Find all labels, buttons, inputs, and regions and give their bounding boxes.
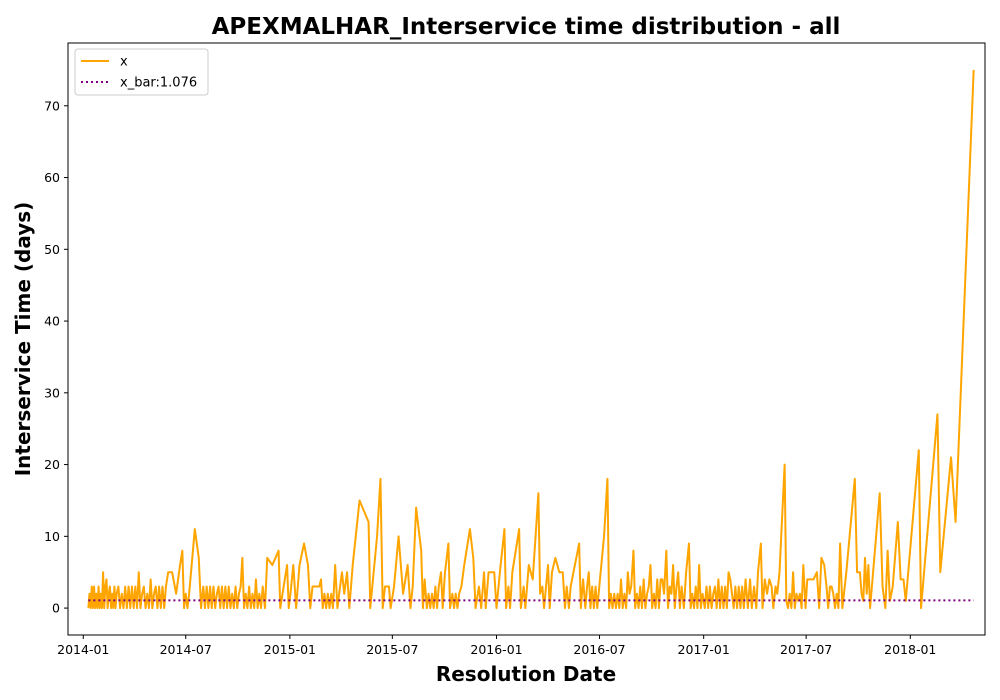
plot-area bbox=[67, 42, 986, 636]
x-tick-label: 2015-01 bbox=[264, 642, 316, 657]
x-tick-label: 2017-01 bbox=[678, 642, 730, 657]
plot-background bbox=[68, 43, 985, 635]
series-line-x bbox=[87, 69, 975, 610]
y-tick-label: 30 bbox=[44, 385, 60, 400]
legend-label-x-bar: x_bar:1.076 bbox=[120, 76, 197, 91]
y-axis-label: Interservice Time (days) bbox=[11, 202, 35, 477]
x-tick-label: 2017-07 bbox=[780, 642, 832, 657]
y-tick-label: 20 bbox=[44, 457, 60, 472]
x-tick-label: 2014-01 bbox=[57, 642, 109, 657]
x-axis: 2014-01 2014-07 2015-01 2015-07 2016-01 2016-… bbox=[57, 635, 936, 657]
chart-title: APEXMALHAR_Interservice time distributio… bbox=[212, 14, 841, 40]
legend-label-x: x bbox=[120, 55, 128, 70]
y-tick-label: 60 bbox=[44, 170, 60, 185]
x-tick-label: 2014-07 bbox=[160, 642, 212, 657]
y-tick-label: 0 bbox=[52, 601, 60, 616]
y-tick-label: 70 bbox=[44, 98, 60, 113]
x-tick-label: 2015-07 bbox=[366, 642, 418, 657]
y-tick-label: 10 bbox=[44, 529, 60, 544]
y-tick-label: 40 bbox=[44, 314, 60, 329]
y-axis: 0 10 20 30 40 50 60 70 bbox=[44, 98, 68, 616]
x-tick-label: 2018-01 bbox=[884, 642, 936, 657]
legend: x x_bar:1.076 bbox=[74, 48, 209, 96]
x-tick-label: 2016-01 bbox=[470, 642, 522, 657]
x-tick-label: 2016-07 bbox=[573, 642, 625, 657]
plot-frame bbox=[67, 42, 986, 636]
x-axis-label: Resolution Date bbox=[436, 662, 616, 686]
series-layer bbox=[87, 69, 975, 610]
y-tick-label: 50 bbox=[44, 242, 60, 257]
